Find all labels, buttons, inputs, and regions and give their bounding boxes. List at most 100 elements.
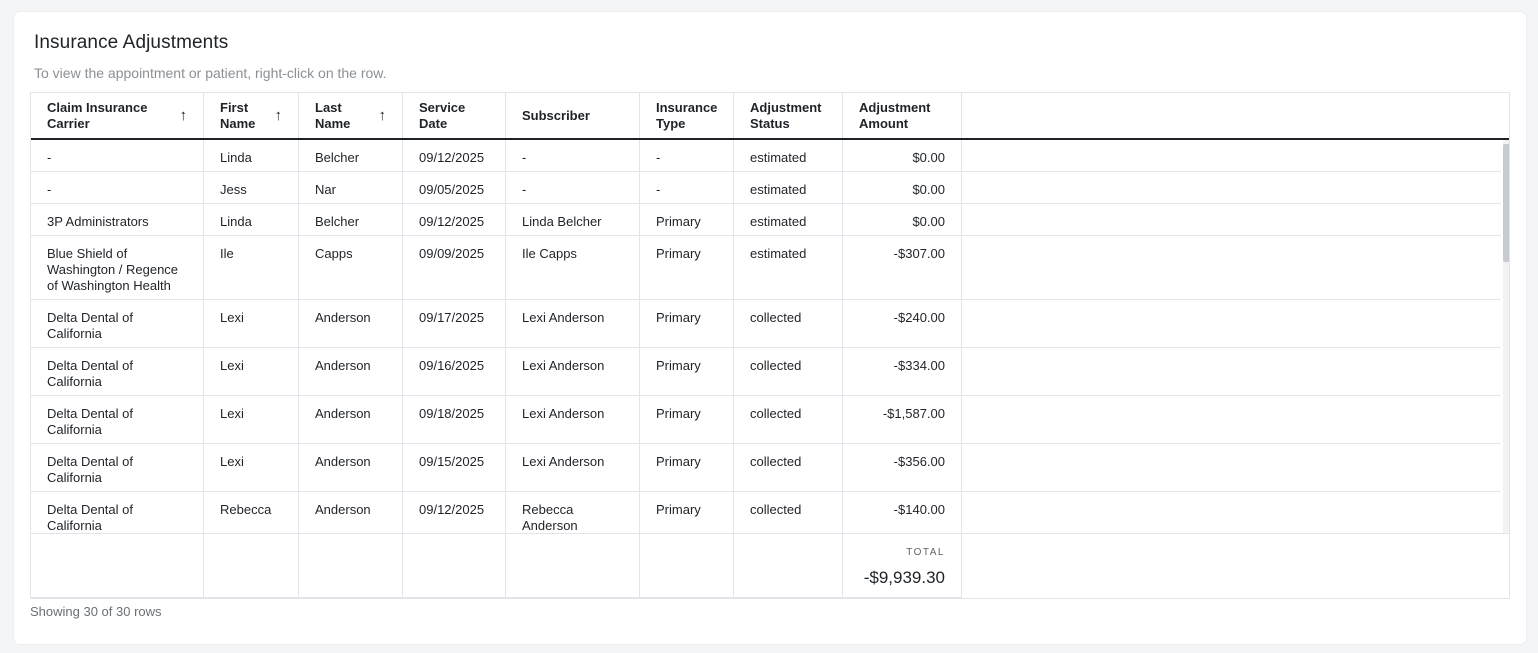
cell-adjustment-amount: -$307.00 [843,236,962,299]
cell-last-name: Belcher [299,140,403,171]
cell-first-name: Jess [204,172,299,203]
cell-subscriber: Lexi Anderson [506,444,640,491]
column-header-subscriber[interactable]: Subscriber [506,93,640,138]
cell-service-date: 09/05/2025 [403,172,506,203]
cell-insurance-type: Primary [640,300,734,347]
cell-service-date: 09/12/2025 [403,140,506,171]
cell-adjustment-amount: -$334.00 [843,348,962,395]
cell-adjustment-status: estimated [734,204,843,235]
cell-subscriber: Rebecca Anderson [506,492,640,533]
footer-cell [299,534,403,598]
cell-subscriber: Linda Belcher [506,204,640,235]
cell-adjustment-status: collected [734,492,843,533]
cell-insurance-type: Primary [640,492,734,533]
table-row[interactable]: - Jess Nar 09/05/2025- - estimated $0.00 [31,172,1501,204]
scrollbar-thumb[interactable] [1503,144,1509,262]
table-row[interactable]: 3P Administrators Linda Belcher 09/12/2025 L… [31,204,1501,236]
cell-insurance-type: - [640,172,734,203]
cell-claim-insurance-carrier: Delta Dental of California [31,396,204,443]
cell-adjustment-amount: -$240.00 [843,300,962,347]
table-row[interactable]: Blue Shield of Washington / Regence of W… [31,236,1501,300]
sort-ascending-icon[interactable]: ↑ [378,106,387,124]
footer-cell [734,534,843,598]
cell-last-name: Anderson [299,300,403,347]
cell-service-date: 09/09/2025 [403,236,506,299]
cell-service-date: 09/15/2025 [403,444,506,491]
column-header-label: Service Date [419,99,466,131]
sort-ascending-icon[interactable]: ↑ [274,106,283,124]
table-row[interactable]: Delta Dental of California Lexi Anderson 09… [31,444,1501,492]
column-header-first-name[interactable]: First Name ↑ [204,93,299,138]
table-row[interactable]: Delta Dental of California Lexi Anderson 09… [31,396,1501,444]
cell-claim-insurance-carrier: - [31,172,204,203]
cell-service-date: 09/17/2025 [403,300,506,347]
cell-first-name: Ile [204,236,299,299]
cell-adjustment-amount: $0.00 [843,172,962,203]
cell-adjustment-status: collected [734,348,843,395]
column-header-label: Insurance Type [656,99,718,131]
adjustments-table: Claim Insurance Carrier ↑ First Name ↑ Last … [30,92,1510,599]
cell-first-name: Lexi [204,348,299,395]
row-filler [962,444,1501,491]
footer-cell [31,534,204,598]
column-header-service-date[interactable]: Service Date [403,93,506,138]
table-row[interactable]: Delta Dental of California Lexi Anderson 09… [31,348,1501,396]
cell-adjustment-amount: $0.00 [843,140,962,171]
cell-adjustment-status: collected [734,300,843,347]
cell-adjustment-status: collected [734,444,843,491]
row-filler [962,348,1501,395]
cell-claim-insurance-carrier: - [31,140,204,171]
table-row[interactable]: Delta Dental of California Rebecca Anderso… [31,492,1501,533]
column-header-adjustment-amount[interactable]: Adjustment Amount [843,93,962,138]
cell-service-date: 09/12/2025 [403,204,506,235]
cell-adjustment-status: estimated [734,236,843,299]
cell-adjustment-status: collected [734,396,843,443]
cell-adjustment-amount: -$356.00 [843,444,962,491]
cell-insurance-type: Primary [640,236,734,299]
cell-subscriber: Lexi Anderson [506,300,640,347]
cell-insurance-type: Primary [640,348,734,395]
footer-cell [506,534,640,598]
page-subtitle: To view the appointment or patient, righ… [34,65,387,81]
cell-adjustment-status: estimated [734,172,843,203]
row-filler [962,300,1501,347]
sort-ascending-icon[interactable]: ↑ [179,106,188,124]
cell-subscriber: Lexi Anderson [506,348,640,395]
cell-insurance-type: Primary [640,444,734,491]
cell-claim-insurance-carrier: Delta Dental of California [31,444,204,491]
total-value: -$9,939.30 [863,568,945,587]
header-filler [962,93,1509,138]
cell-first-name: Linda [204,204,299,235]
cell-first-name: Linda [204,140,299,171]
table-row[interactable]: Delta Dental of California Lexi Anderson 09… [31,300,1501,348]
cell-last-name: Anderson [299,492,403,533]
total-cell: TOTAL -$9,939.30 [843,534,962,598]
table-body[interactable]: - Linda Belcher 09/12/2025- - estimated $0.00-… [31,140,1501,533]
cell-insurance-type: Primary [640,396,734,443]
cell-claim-insurance-carrier: Delta Dental of California [31,348,204,395]
footer-cell [204,534,299,598]
table-footer: TOTAL -$9,939.30 [31,533,1509,598]
cell-insurance-type: - [640,140,734,171]
column-header-claim-insurance-carrier[interactable]: Claim Insurance Carrier ↑ [31,93,204,138]
row-filler [962,396,1501,443]
table-row[interactable]: - Linda Belcher 09/12/2025- - estimated $0.00 [31,140,1501,172]
cell-service-date: 09/16/2025 [403,348,506,395]
cell-last-name: Anderson [299,348,403,395]
cell-last-name: Capps [299,236,403,299]
cell-adjustment-status: estimated [734,140,843,171]
vertical-scrollbar[interactable] [1503,140,1509,533]
page-title: Insurance Adjustments [34,32,229,53]
cell-subscriber: Ile Capps [506,236,640,299]
cell-subscriber: Lexi Anderson [506,396,640,443]
column-header-last-name[interactable]: Last Name ↑ [299,93,403,138]
cell-first-name: Lexi [204,300,299,347]
column-header-insurance-type[interactable]: Insurance Type [640,93,734,138]
table-header: Claim Insurance Carrier ↑ First Name ↑ Last … [31,93,1509,140]
cell-service-date: 09/18/2025 [403,396,506,443]
column-header-label: Last Name [315,99,351,131]
cell-last-name: Anderson [299,396,403,443]
column-header-adjustment-status[interactable]: Adjustment Status [734,93,843,138]
cell-first-name: Lexi [204,444,299,491]
cell-adjustment-amount: $0.00 [843,204,962,235]
